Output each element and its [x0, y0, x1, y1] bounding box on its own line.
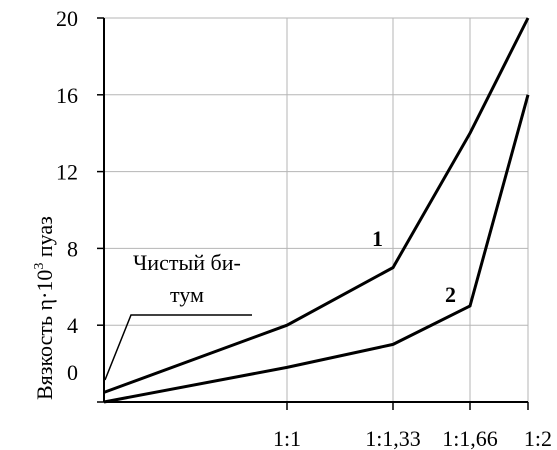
series-line-1 — [103, 17, 530, 394]
grid-lines — [104, 17, 529, 402]
y-tick-label: 20 — [56, 6, 78, 31]
y-tick-label: 0 — [67, 360, 78, 385]
x-tick-label: 1:2 — [524, 426, 552, 450]
x-tick-label: 1:1 — [273, 426, 301, 450]
axes — [103, 18, 528, 403]
annotation-line-1: Чистый би- — [133, 250, 241, 275]
annotation-leader-line — [104, 314, 252, 381]
series-lines — [103, 17, 530, 404]
annotation-pure-bitumen: Чистый би- тум — [104, 250, 252, 381]
y-tick-label: 4 — [67, 313, 78, 338]
x-tick-label: 1:1,66 — [442, 426, 498, 450]
series-line-2 — [103, 94, 530, 404]
y-tick-label: 16 — [56, 83, 78, 108]
y-ticks: 0 4 8 12 16 20 — [56, 6, 104, 403]
series-label-2: 2 — [445, 282, 456, 307]
y-tick-label: 12 — [56, 160, 78, 185]
y-tick-label: 8 — [67, 236, 78, 261]
y-axis-label: Вязкость η·103 пуаз — [32, 216, 57, 400]
series-label-1: 1 — [372, 226, 383, 251]
x-tick-label: 1:1,33 — [365, 426, 421, 450]
x-ticks: 1:1 1:1,33 1:1,66 1:2 — [273, 402, 552, 450]
annotation-line-2: тум — [170, 282, 204, 307]
